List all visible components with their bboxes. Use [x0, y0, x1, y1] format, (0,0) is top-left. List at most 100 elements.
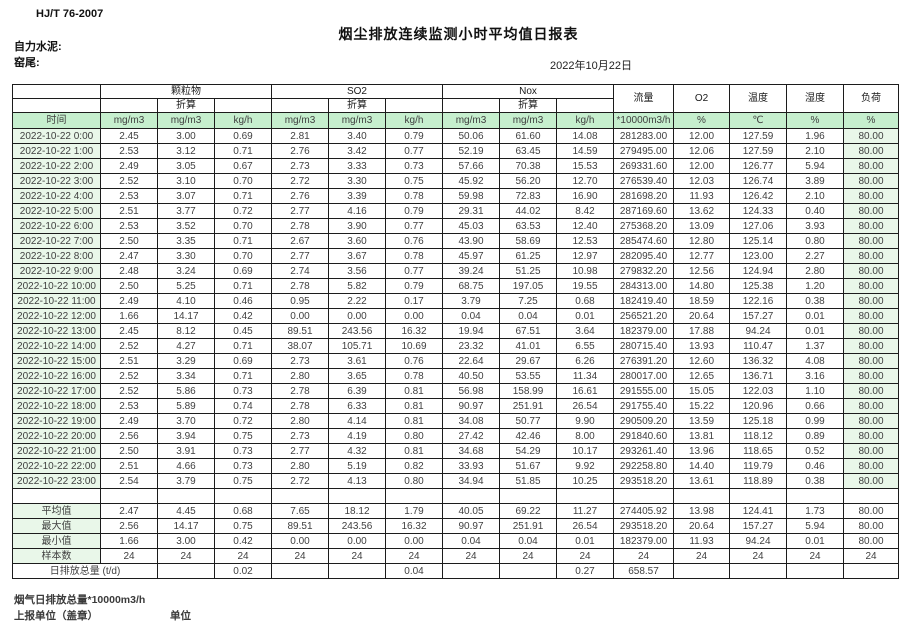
value-cell: 10.98 — [556, 263, 614, 279]
time-cell: 2022-10-22 23:00 — [12, 473, 101, 489]
value-cell: 61.60 — [499, 128, 557, 144]
value-cell: 2.53 — [100, 143, 158, 159]
unit-header: mg/m3 — [499, 112, 557, 129]
value-cell: 256521.20 — [613, 308, 674, 324]
value-cell: 13.09 — [673, 218, 730, 234]
value-cell: 29.67 — [499, 353, 557, 369]
value-cell: 80.00 — [843, 308, 899, 324]
value-cell: 4.66 — [157, 458, 215, 474]
summary-value-cell: 0.00 — [328, 533, 386, 549]
value-cell: 0.79 — [385, 278, 443, 294]
summary-row: 平均值 2.47 4.45 0.68 7.65 18.12 1.79 40.05 69.22 11… — [12, 503, 899, 519]
value-cell: 0.78 — [385, 368, 443, 384]
value-cell: 59.98 — [442, 188, 500, 204]
summary-value-cell: 0.01 — [786, 533, 844, 549]
value-cell: 0.01 — [556, 308, 614, 324]
unit-header: mg/m3 — [100, 112, 158, 129]
value-cell: 2.73 — [271, 353, 329, 369]
value-cell: 3.30 — [328, 173, 386, 189]
value-cell: 54.29 — [499, 443, 557, 459]
summary-value-cell: 157.27 — [729, 518, 787, 534]
value-cell: 118.65 — [729, 443, 787, 459]
value-cell: 80.00 — [843, 353, 899, 369]
summary-value-cell: 1.66 — [100, 533, 158, 549]
value-cell: 42.46 — [499, 428, 557, 444]
value-cell: 10.69 — [385, 338, 443, 354]
data-row: 2022-10-22 3:00 2.52 3.10 0.70 2.72 3.30 0.75 4… — [12, 173, 899, 189]
column-header: 流量 — [613, 84, 674, 113]
group-header: SO2 — [271, 84, 443, 99]
value-cell: 22.64 — [442, 353, 500, 369]
time-cell: 2022-10-22 16:00 — [12, 368, 101, 384]
value-cell: 5.86 — [157, 383, 215, 399]
summary-value-cell: 11.93 — [673, 533, 730, 549]
summary-value-cell: 0.04 — [499, 533, 557, 549]
report-table: 颗粒物 SO2 Nox 流量 O2 温度 湿度 负荷 折算 折算 折算 时间 mg/m3 mg/m3 kg/… — [12, 84, 899, 579]
value-cell: 2.27 — [786, 248, 844, 264]
spacer-row — [12, 488, 899, 504]
value-cell: 125.14 — [729, 233, 787, 249]
value-cell: 80.00 — [843, 158, 899, 174]
value-cell: 0.00 — [271, 308, 329, 324]
value-cell: 80.00 — [843, 368, 899, 384]
spacer-cell — [499, 488, 557, 504]
subheader-cell — [385, 98, 443, 113]
summary-value-cell: 94.24 — [729, 533, 787, 549]
value-cell: 0.80 — [385, 473, 443, 489]
time-cell: 2022-10-22 11:00 — [12, 293, 101, 309]
daily-total-cell: 658.57 — [613, 563, 674, 579]
value-cell: 0.38 — [786, 473, 844, 489]
value-cell: 0.71 — [214, 368, 272, 384]
summary-value-cell: 0.00 — [271, 533, 329, 549]
value-cell: 243.56 — [328, 323, 386, 339]
summary-label: 最大值 — [12, 518, 101, 534]
value-cell: 2.72 — [271, 473, 329, 489]
column-header: 负荷 — [843, 84, 899, 113]
value-cell: 4.27 — [157, 338, 215, 354]
value-cell: 3.00 — [157, 128, 215, 144]
unit-header: kg/h — [214, 112, 272, 129]
value-cell: 50.77 — [499, 413, 557, 429]
value-cell: 3.30 — [157, 248, 215, 264]
time-cell: 2022-10-22 15:00 — [12, 353, 101, 369]
data-row: 2022-10-22 2:00 2.49 3.05 0.67 2.73 3.33 0.73 5… — [12, 158, 899, 174]
value-cell: 2.80 — [271, 458, 329, 474]
summary-value-cell: 24 — [613, 548, 674, 564]
value-cell: 80.00 — [843, 428, 899, 444]
value-cell: 0.70 — [214, 248, 272, 264]
column-header: O2 — [673, 84, 730, 113]
value-cell: 125.18 — [729, 413, 787, 429]
value-cell: 4.16 — [328, 203, 386, 219]
value-cell: 3.93 — [786, 218, 844, 234]
value-cell: 19.55 — [556, 278, 614, 294]
summary-value-cell: 24 — [100, 548, 158, 564]
value-cell: 0.74 — [214, 398, 272, 414]
daily-total-cell: 0.02 — [214, 563, 272, 579]
value-cell: 12.97 — [556, 248, 614, 264]
time-cell: 2022-10-22 3:00 — [12, 173, 101, 189]
summary-value-cell: 293518.20 — [613, 518, 674, 534]
value-cell: 0.45 — [214, 323, 272, 339]
value-cell: 15.22 — [673, 398, 730, 414]
value-cell: 80.00 — [843, 413, 899, 429]
time-cell: 2022-10-22 17:00 — [12, 383, 101, 399]
value-cell: 269331.60 — [613, 158, 674, 174]
unit-header: mg/m3 — [157, 112, 215, 129]
value-cell: 80.00 — [843, 248, 899, 264]
value-cell: 0.46 — [214, 293, 272, 309]
data-row: 2022-10-22 1:00 2.53 3.12 0.71 2.76 3.42 0.77 5… — [12, 143, 899, 159]
value-cell: 290509.20 — [613, 413, 674, 429]
value-cell: 12.60 — [673, 353, 730, 369]
daily-total-cell — [843, 563, 899, 579]
value-cell: 12.65 — [673, 368, 730, 384]
time-header-spacer — [12, 84, 101, 99]
data-row: 2022-10-22 13:00 2.45 8.12 0.45 89.51 243.56 1… — [12, 323, 899, 339]
value-cell: 17.88 — [673, 323, 730, 339]
value-cell: 0.01 — [786, 308, 844, 324]
spacer-cell — [214, 488, 272, 504]
value-cell: 292258.80 — [613, 458, 674, 474]
summary-value-cell: 16.32 — [385, 518, 443, 534]
spacer-cell — [328, 488, 386, 504]
summary-value-cell: 7.65 — [271, 503, 329, 519]
value-cell: 0.73 — [385, 158, 443, 174]
